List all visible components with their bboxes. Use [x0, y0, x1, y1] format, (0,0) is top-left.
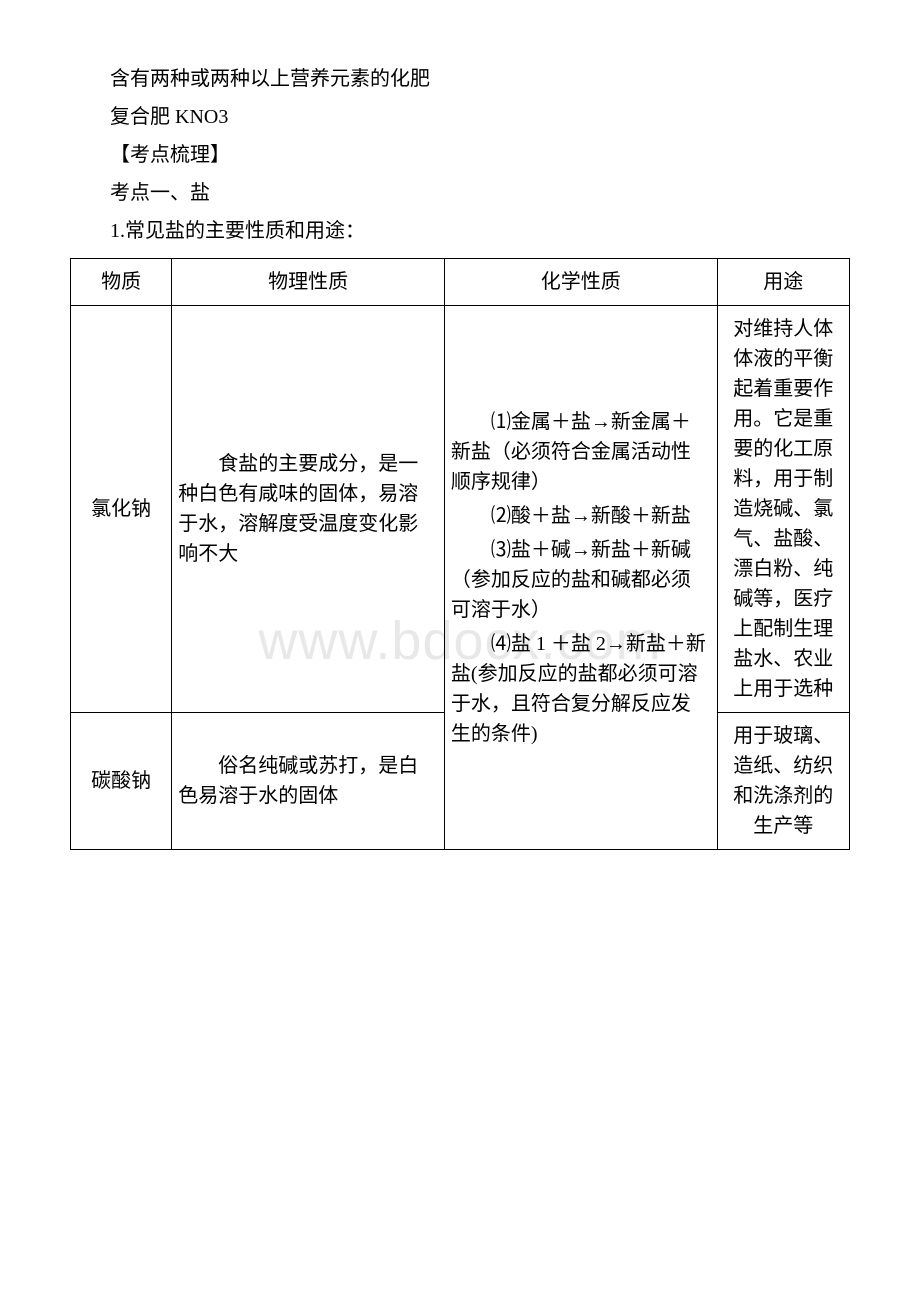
document-content: 含有两种或两种以上营养元素的化肥 复合肥 KNO3 【考点梳理】 考点一、盐 1…: [70, 60, 850, 850]
cell-chemical: ⑴金属＋盐→新金属＋新盐（必须符合金属活动性顺序规律） ⑵酸＋盐→新酸＋新盐 ⑶…: [444, 306, 717, 850]
cell-physical-na2co3: 俗名纯碱或苏打，是白色易溶于水的固体: [172, 713, 445, 850]
physical-text-na2co3: 俗名纯碱或苏打，是白色易溶于水的固体: [178, 751, 438, 811]
header-chemical: 化学性质: [444, 259, 717, 306]
paragraph-1: 含有两种或两种以上营养元素的化肥: [70, 60, 850, 98]
paragraph-3: 【考点梳理】: [70, 136, 850, 174]
paragraph-4: 考点一、盐: [70, 174, 850, 212]
cell-name-nacl: 氯化钠: [71, 306, 172, 713]
header-substance: 物质: [71, 259, 172, 306]
chemical-line-4: ⑷盐 1 ＋盐 2→新盐＋新盐(参加反应的盐都必须可溶于水，且符合复分解反应发生…: [451, 629, 711, 749]
paragraph-5: 1.常见盐的主要性质和用途：: [70, 212, 850, 250]
chemical-line-3: ⑶盐＋碱→新盐＋新碱（参加反应的盐和碱都必须可溶于水）: [451, 535, 711, 625]
chemical-line-2: ⑵酸＋盐→新酸＋新盐: [451, 501, 711, 531]
cell-use-na2co3: 用于玻璃、造纸、纺织和洗涤剂的生产等: [717, 713, 849, 850]
header-use: 用途: [717, 259, 849, 306]
paragraph-2: 复合肥 KNO3: [70, 98, 850, 136]
chemical-line-1: ⑴金属＋盐→新金属＋新盐（必须符合金属活动性顺序规律）: [451, 407, 711, 497]
physical-text-nacl: 食盐的主要成分，是一种白色有咸味的固体，易溶于水，溶解度受温度变化影响不大: [178, 449, 438, 569]
properties-table: 物质 物理性质 化学性质 用途 氯化钠 食盐的主要成分，是一种白色有咸味的固体，…: [70, 258, 850, 850]
header-physical: 物理性质: [172, 259, 445, 306]
table-row: 氯化钠 食盐的主要成分，是一种白色有咸味的固体，易溶于水，溶解度受温度变化影响不…: [71, 306, 850, 713]
table-header-row: 物质 物理性质 化学性质 用途: [71, 259, 850, 306]
cell-name-na2co3: 碳酸钠: [71, 713, 172, 850]
cell-physical-nacl: 食盐的主要成分，是一种白色有咸味的固体，易溶于水，溶解度受温度变化影响不大: [172, 306, 445, 713]
cell-use-nacl: 对维持人体体液的平衡起着重要作用。它是重要的化工原料，用于制造烧碱、氯气、盐酸、…: [717, 306, 849, 713]
